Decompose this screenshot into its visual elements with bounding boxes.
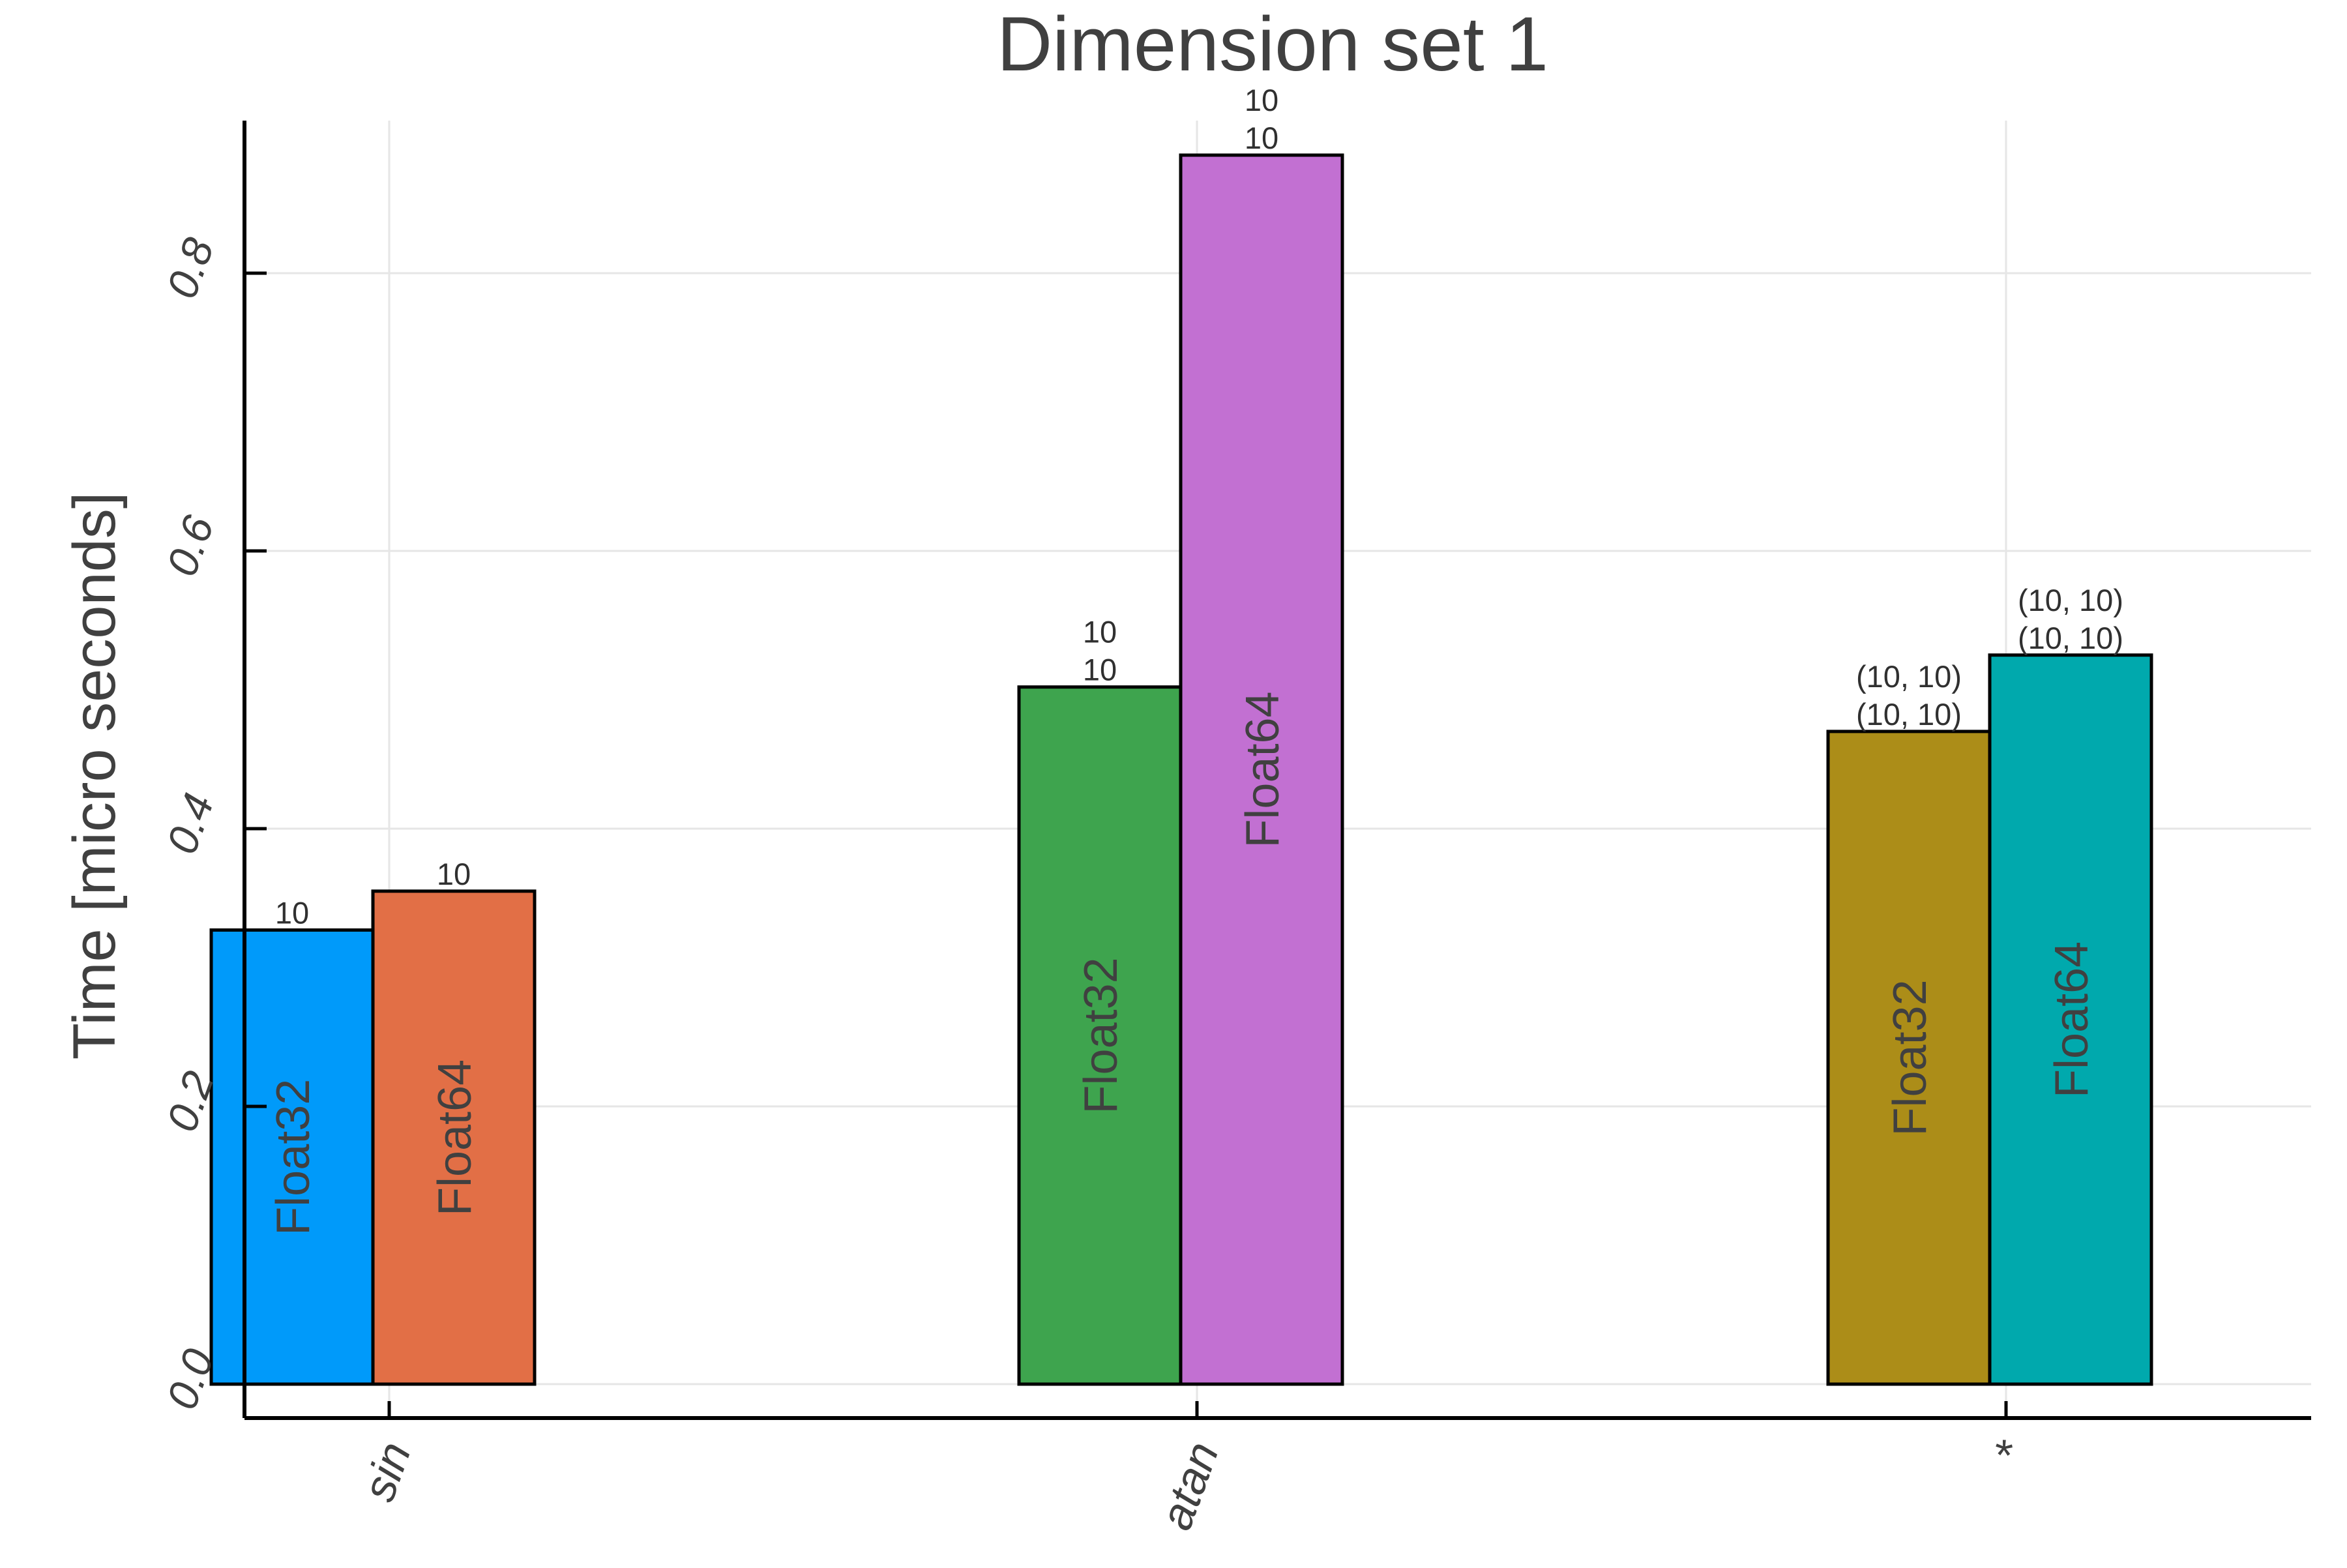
bar-label: Float32 xyxy=(1075,957,1127,1114)
bar xyxy=(1179,153,1344,1386)
axes xyxy=(243,121,2311,1420)
x-tick-label: * xyxy=(1983,1434,2038,1470)
bar xyxy=(1988,653,2153,1386)
bar-annotation: 10 xyxy=(437,857,471,891)
y-tick-label: 0.6 xyxy=(157,509,223,582)
bar-label: Float64 xyxy=(1237,691,1289,848)
bar-annotation: (10, 10) xyxy=(2018,621,2123,655)
bar-annotation: (10, 10) xyxy=(1856,697,1962,732)
bars xyxy=(209,153,2153,1386)
x-tick-label: atan xyxy=(1150,1435,1228,1536)
bar-label: Float32 xyxy=(267,1079,319,1235)
bar-annotation: 10 xyxy=(275,895,309,930)
bar-label: Float64 xyxy=(2046,941,2098,1098)
bar xyxy=(371,889,537,1386)
bar-annotation: 10 xyxy=(1245,83,1278,117)
bar-annotation: (10, 10) xyxy=(1856,659,1962,694)
bar-label: Float32 xyxy=(1884,979,1936,1136)
bar-annotation: 10 xyxy=(1083,615,1117,649)
chart-title: Dimension set 1 xyxy=(997,1,1548,87)
y-tick-label: 0.4 xyxy=(157,787,223,860)
bar-label: Float64 xyxy=(429,1059,481,1216)
bar-annotation: (10, 10) xyxy=(2018,583,2123,617)
bar-annotation: 10 xyxy=(1083,653,1117,687)
y-tick-label: 0.8 xyxy=(157,231,223,304)
y-axis-title: Time [micro seconds] xyxy=(61,492,128,1060)
bar-annotation: 10 xyxy=(1245,121,1278,155)
x-tick-label: sin xyxy=(353,1435,421,1507)
bar xyxy=(209,928,375,1386)
